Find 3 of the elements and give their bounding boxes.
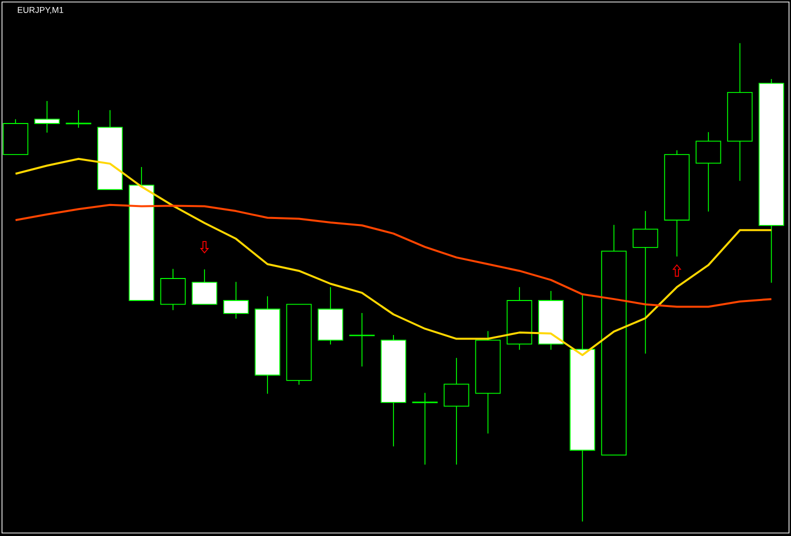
candlestick xyxy=(412,392,438,466)
chart-title: EURJPY,M1 xyxy=(18,7,64,14)
candlestick xyxy=(349,312,375,367)
